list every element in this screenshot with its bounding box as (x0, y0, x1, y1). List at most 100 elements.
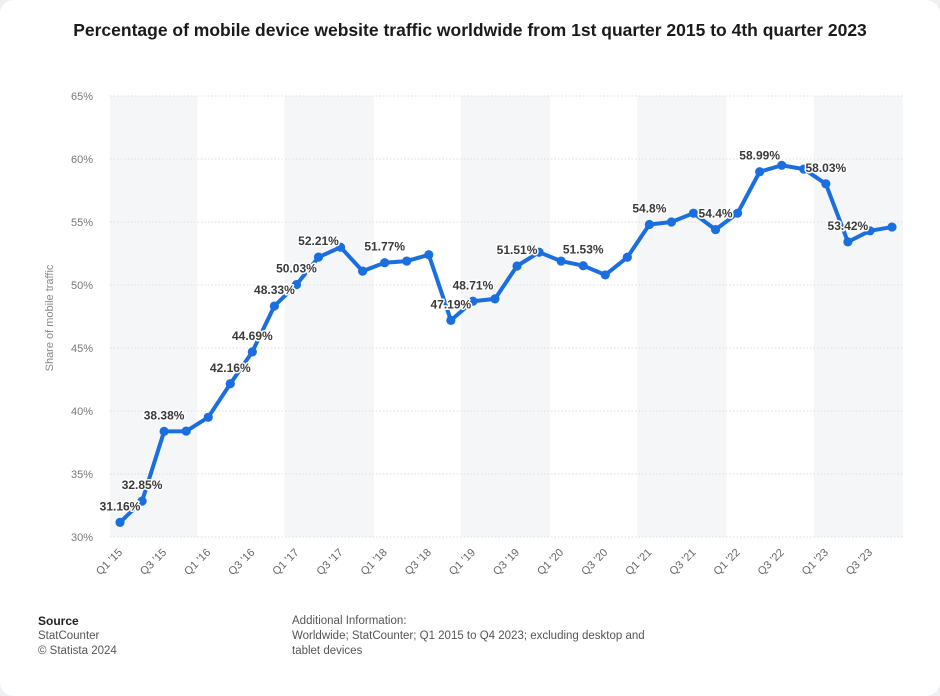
data-point (490, 294, 500, 304)
x-tick-label: Q3 '19 (491, 547, 522, 578)
data-point (578, 261, 588, 271)
info-heading[interactable]: Additional Information: (292, 615, 407, 627)
data-point (335, 242, 346, 252)
data-point (644, 219, 654, 230)
data-point (666, 217, 677, 227)
data-point (291, 280, 302, 290)
data-point (402, 256, 412, 266)
data-point (380, 258, 390, 268)
x-tick-label: Q1 '17 (270, 547, 301, 578)
data-point (203, 412, 213, 422)
data-point (556, 256, 566, 266)
info-text: Worldwide; StatCounter; Q1 2015 to Q4 20… (292, 630, 645, 657)
source-block: Source StatCounter © Statista 2024 (38, 614, 117, 659)
x-axis-ticks: Q1 '15 Q3 '15 Q1 '16 Q3 '16 Q1 '17 Q3 '17 Q1 '… (94, 547, 875, 578)
data-point (159, 426, 169, 437)
chart-title: Percentage of mobile device website traf… (73, 20, 867, 40)
y-axis-ticks: 30% 35% 40% 45% 50% 55% 60% 65% (71, 91, 93, 544)
data-labels: 31.16% 32.85% 38.38% 42.16% 44.69% 48.33% 50.0… (98, 147, 870, 515)
x-tick-label: Q3 '23 (844, 547, 875, 578)
data-point (710, 224, 721, 235)
data-label: 58.03% (805, 161, 846, 175)
x-tick-label: Q3 '17 (315, 547, 346, 578)
y-tick-label: 60% (71, 154, 93, 166)
data-label: 51.53% (563, 243, 604, 257)
x-tick-label: Q3 '21 (667, 547, 698, 578)
data-label: 51.77% (364, 240, 405, 254)
y-tick-label: 45% (71, 343, 93, 355)
data-point (887, 222, 897, 232)
x-tick-label: Q3 '16 (226, 547, 257, 578)
data-label: 32.85% (122, 478, 163, 492)
data-point (733, 208, 743, 218)
data-point (777, 160, 787, 170)
x-tick-label: Q1 '15 (94, 547, 125, 578)
source-heading: Source (38, 614, 79, 628)
data-point (512, 261, 522, 271)
data-point (446, 315, 456, 326)
y-tick-label: 55% (71, 217, 93, 229)
column-band (284, 96, 374, 537)
x-tick-label: Q3 '22 (756, 547, 787, 578)
data-point (225, 379, 235, 389)
data-label: 42.16% (210, 361, 251, 375)
data-point (755, 167, 765, 177)
data-point (799, 164, 809, 174)
x-tick-label: Q1 '21 (623, 547, 654, 578)
data-point (600, 270, 610, 280)
data-point (358, 266, 368, 276)
data-point (821, 179, 831, 189)
y-tick-label: 65% (71, 91, 93, 103)
column-band (637, 96, 727, 537)
data-label: 53.42% (828, 219, 869, 233)
data-point (688, 208, 699, 218)
data-label: 50.03% (276, 262, 317, 276)
y-tick-label: 50% (71, 280, 93, 292)
data-label: 48.71% (453, 278, 494, 292)
x-tick-label: Q1 '23 (800, 547, 831, 578)
data-point (115, 517, 125, 527)
data-point (181, 426, 191, 436)
data-point (865, 226, 875, 236)
data-point (137, 496, 147, 506)
x-tick-label: Q3 '20 (579, 547, 610, 578)
data-label: 44.69% (232, 329, 273, 343)
column-band (813, 96, 903, 537)
additional-info-block: Additional Information: Worldwide; StatC… (292, 614, 672, 659)
data-label: 54.8% (632, 202, 666, 216)
x-tick-label: Q3 '15 (138, 547, 169, 578)
copyright: © Statista 2024 (38, 645, 117, 657)
y-tick-label: 40% (71, 406, 93, 418)
y-tick-label: 35% (71, 469, 93, 481)
series-line-group (115, 160, 897, 527)
column-band (460, 96, 551, 537)
data-point (622, 252, 632, 262)
data-label: 38.38% (144, 408, 185, 422)
data-point (247, 347, 257, 357)
data-point (424, 250, 434, 260)
column-bands (110, 96, 903, 537)
data-label: 51.51% (497, 243, 538, 257)
data-label: 52.21% (298, 234, 339, 248)
y-tick-label: 30% (71, 532, 93, 544)
line-chart: 30%35%40%45%50%55%60%65% Q1 '15 Q3 '15 Q1 … (44, 91, 903, 578)
x-tick-label: Q1 '19 (447, 547, 478, 578)
y-axis-label: Share of mobile traffic (44, 264, 56, 371)
data-label: 54.4% (699, 207, 733, 221)
data-point (468, 296, 478, 306)
x-tick-label: Q1 '18 (359, 547, 390, 578)
x-tick-label: Q1 '16 (182, 547, 213, 578)
data-label: 47.19% (431, 297, 472, 311)
x-tick-label: Q3 '18 (403, 547, 434, 578)
data-point (269, 301, 279, 311)
data-label: 58.99% (739, 149, 780, 163)
data-point (843, 237, 853, 247)
data-point (534, 247, 544, 257)
data-point (313, 252, 324, 262)
data-label: 31.16% (100, 499, 141, 513)
data-label: 48.33% (254, 283, 295, 297)
x-tick-label: Q1 '22 (712, 547, 743, 578)
source-name[interactable]: StatCounter (38, 630, 100, 642)
x-tick-label: Q1 '20 (535, 547, 566, 578)
